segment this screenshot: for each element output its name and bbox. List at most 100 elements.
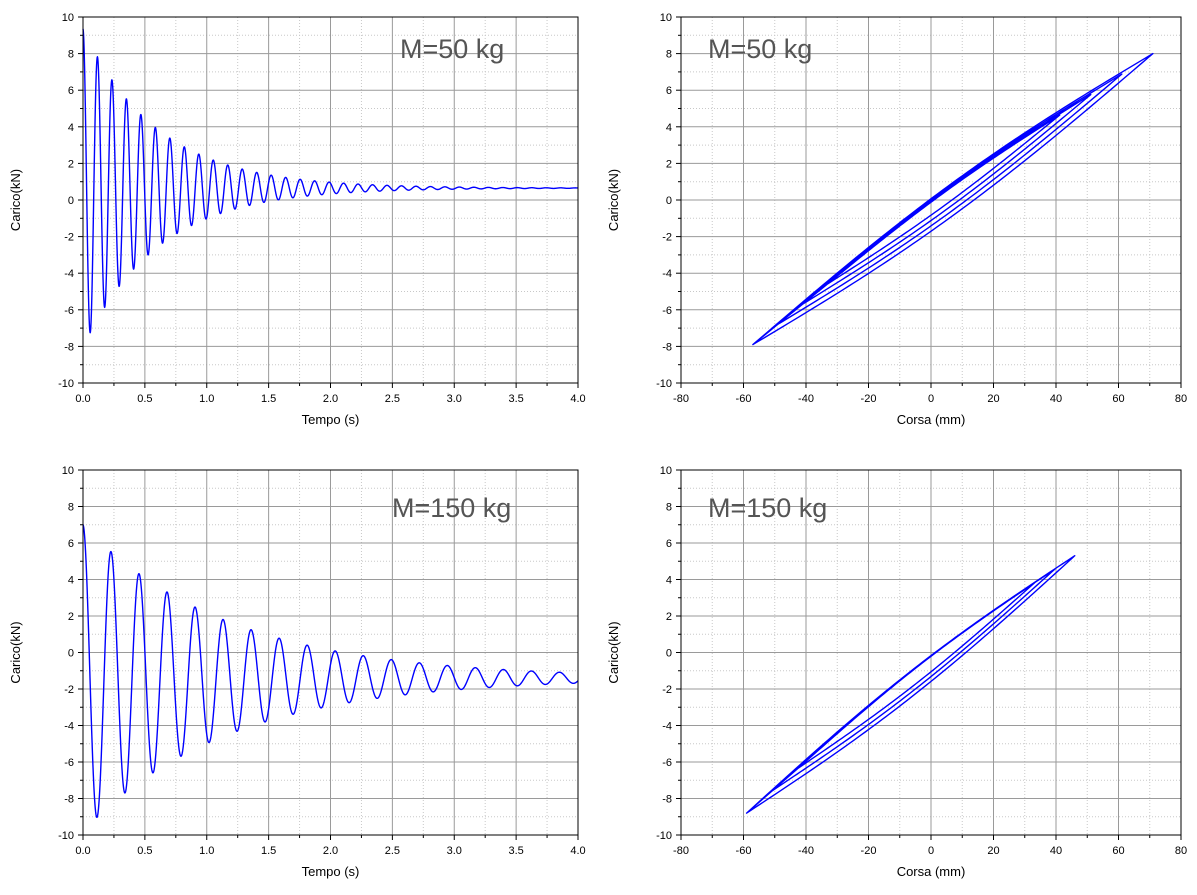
y-tick-label: -8 [64,794,74,806]
x-tick-label: 4.0 [570,845,585,857]
x-tick-label: 0.5 [137,393,152,405]
y-tick-label: 8 [666,49,672,61]
x-tick-label: 2.0 [323,393,338,405]
x-tick-label: 80 [1175,393,1187,405]
x-tick-label: 80 [1175,845,1187,857]
x-tick-label: 60 [1112,393,1124,405]
y-tick-label: 0 [68,648,74,660]
y-tick-label: 10 [660,12,672,24]
x-tick-label: -80 [673,845,689,857]
chart-panel-1: 0.0 0.5 1.0 1.5 2.0 2.5 3.0 3.5 4.0 -10 -8 -6 -4 -2 0 2… [8,12,586,427]
y-tick-label: 10 [62,465,74,477]
y-axis-label: Carico(kN) [606,621,621,683]
x-tick-label: 0 [928,845,934,857]
y-tick-label: -2 [64,684,74,696]
x-tick-label: 3.5 [508,845,523,857]
x-axis-label: Corsa (mm) [897,864,966,879]
y-tick-label: 2 [68,158,74,170]
x-tick-label: 1.5 [261,845,276,857]
minor-grid [83,470,578,835]
y-tick-label: 10 [660,465,672,477]
x-tick-label: 2.0 [323,845,338,857]
x-tick-label: -60 [736,393,752,405]
x-tick-label: 20 [987,845,999,857]
x-axis-label: Tempo (s) [302,412,360,427]
x-tick-label: 0 [928,393,934,405]
mass-annotation: M=50 kg [400,34,504,64]
major-grid [680,469,1182,836]
y-tick-label: -6 [662,305,672,317]
x-tick-label: -80 [673,393,689,405]
y-tick-label: -8 [662,341,672,353]
y-tick-label: 2 [68,611,74,623]
y-tick-label: -10 [656,378,672,390]
ticks [676,16,1182,388]
chart-panel-2: -80 -60 -40 -20 0 20 40 60 80-10-8-6-4-20246810C… [606,12,1187,427]
y-tick-label: 2 [666,611,672,623]
y-tick-label: -4 [662,721,672,733]
y-tick-label: -6 [64,305,74,317]
x-tick-label: 3.5 [508,393,523,405]
x-tick-label: 0.0 [75,845,90,857]
mass-annotation: M=150 kg [708,493,827,523]
x-axis-label: Tempo (s) [302,864,360,879]
y-axis-label: Carico(kN) [8,621,23,683]
y-tick-label: -4 [64,721,74,733]
y-tick-label: 10 [62,12,74,24]
y-tick-label: -8 [662,794,672,806]
y-tick-label: -6 [662,757,672,769]
y-tick-label: 8 [68,49,74,61]
x-axis-label: Corsa (mm) [897,412,966,427]
y-tick-label: 4 [666,575,672,587]
mass-annotation: M=50 kg [708,34,812,64]
x-tick-label: -60 [736,845,752,857]
chart-panel-4: -80 -60 -40 -20 0 20 40 60 80-10-8-6-4-20246810C… [606,465,1187,879]
x-tick-label: 1.0 [199,393,214,405]
y-tick-label: 6 [666,85,672,97]
y-axis-label: Carico(kN) [8,169,23,231]
x-tick-label: 1.5 [261,393,276,405]
y-tick-label: 0 [666,648,672,660]
ticks [78,16,579,388]
y-tick-label: 6 [68,538,74,550]
y-tick-label: -2 [662,232,672,244]
x-tick-label: 20 [987,393,999,405]
y-tick-label: 8 [68,502,74,514]
ticks [676,469,1182,840]
x-tick-label: -20 [861,845,877,857]
y-tick-label: 0 [68,195,74,207]
y-tick-label: -10 [58,830,74,842]
x-tick-label: -40 [798,393,814,405]
y-tick-label: -2 [662,684,672,696]
y-tick-label: -6 [64,757,74,769]
data-series-line [82,524,579,819]
y-tick-label: 2 [666,158,672,170]
y-tick-label: -4 [662,268,672,280]
y-tick-label: -4 [64,268,74,280]
y-tick-label: -8 [64,341,74,353]
y-tick-label: 0 [666,195,672,207]
y-tick-label: 4 [68,575,74,587]
y-tick-label: 6 [68,85,74,97]
y-tick-label: -2 [64,232,74,244]
x-tick-label: -20 [861,393,877,405]
data-series-line [752,52,1154,346]
x-tick-label: 3.0 [447,393,462,405]
y-tick-label: 6 [666,538,672,550]
x-tick-label: 1.0 [199,845,214,857]
mass-annotation: M=150 kg [392,493,511,523]
y-tick-label: 8 [666,502,672,514]
x-tick-label: -40 [798,845,814,857]
data-series-line [745,555,1076,814]
y-tick-label: 4 [68,122,74,134]
x-tick-label: 0.0 [75,393,90,405]
x-tick-label: 2.5 [385,393,400,405]
x-tick-label: 4.0 [570,393,585,405]
y-axis-label: Carico(kN) [606,169,621,231]
y-tick-label: 4 [666,122,672,134]
data-series-line [82,28,579,334]
x-tick-label: 40 [1050,393,1062,405]
y-tick-label: -10 [656,830,672,842]
x-tick-label: 0.5 [137,845,152,857]
